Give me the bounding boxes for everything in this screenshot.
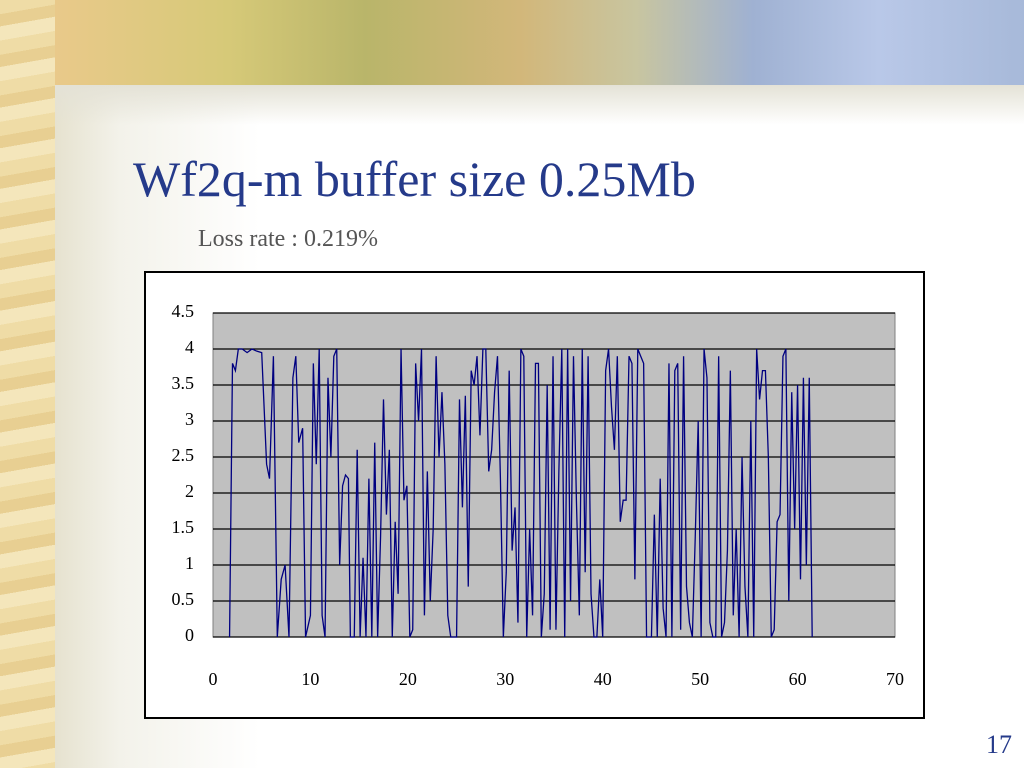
page-number: 17	[986, 730, 1012, 759]
y-tick-label: 4	[185, 337, 194, 357]
y-tick-label: 2.5	[172, 445, 195, 465]
x-tick-label: 10	[301, 669, 319, 689]
x-tick-label: 20	[399, 669, 417, 689]
y-tick-label: 4.5	[172, 301, 195, 321]
slide-title: Wf2q-m buffer size 0.25Mb	[133, 151, 696, 207]
x-tick-label: 0	[209, 669, 218, 689]
y-tick-label: 0	[185, 625, 194, 645]
data-line	[228, 348, 813, 638]
decor-banner	[55, 0, 1024, 85]
y-tick-label: 3.5	[172, 373, 195, 393]
slide-subtitle: Loss rate : 0.219%	[198, 226, 378, 252]
x-tick-label: 70	[886, 669, 904, 689]
x-tick-label: 40	[594, 669, 612, 689]
y-tick-label: 0.5	[172, 589, 195, 609]
y-tick-label: 1	[185, 553, 194, 573]
x-tick-label: 60	[789, 669, 807, 689]
x-tick-label: 50	[691, 669, 709, 689]
y-tick-label: 2	[185, 481, 194, 501]
y-tick-label: 3	[185, 409, 194, 429]
y-tick-label: 1.5	[172, 517, 195, 537]
decor-strip	[0, 0, 55, 768]
x-tick-label: 30	[496, 669, 514, 689]
decor-shade	[55, 85, 1024, 125]
